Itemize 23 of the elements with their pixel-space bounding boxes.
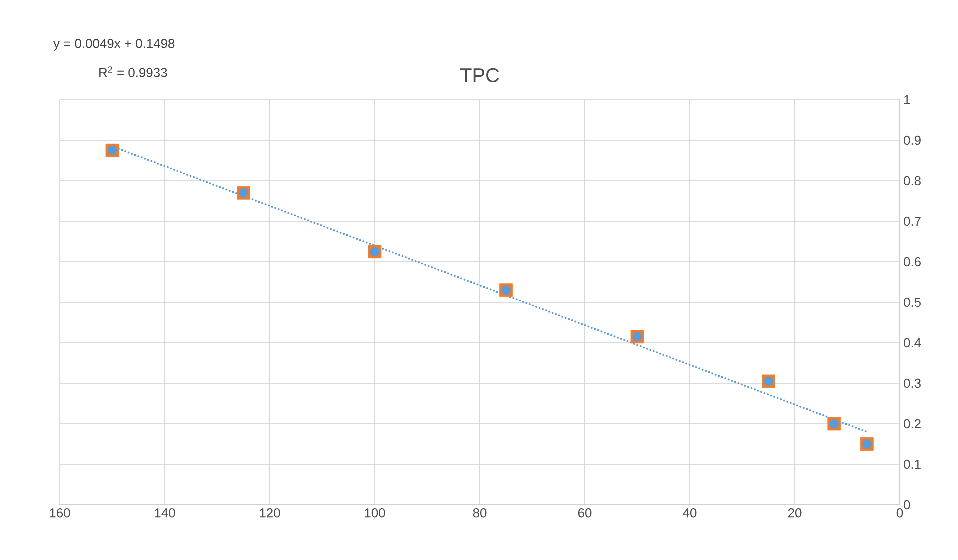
x-tick-label: 60: [578, 508, 592, 518]
x-tick-label: 80: [473, 508, 487, 518]
y-tick-label: 0.1: [904, 460, 921, 470]
x-tick-label: 160: [50, 508, 70, 518]
x-tick-label: 0: [896, 508, 904, 518]
x-tick-label: 140: [155, 508, 176, 518]
y-tick-label: 0.9: [904, 136, 921, 146]
y-tick-label: 0.8: [904, 176, 921, 186]
x-tick-label: 20: [788, 508, 802, 518]
y-tick-label: 1: [904, 96, 910, 104]
chart-title: TPC: [460, 68, 500, 82]
y-tick-label: 0.2: [904, 419, 921, 429]
y-tick-label: 0: [904, 500, 910, 510]
y-tick-label: 0.3: [904, 378, 921, 388]
y-tick-label: 0.6: [904, 257, 921, 267]
y-tick-label: 0.4: [904, 338, 922, 348]
y-tick-label: 0.5: [904, 298, 921, 308]
text: y = 0.0049x + 0.1498: [54, 39, 175, 51]
text: R$^{2}$ = 0.9933: [100, 66, 168, 78]
x-tick-label: 40: [683, 508, 697, 518]
x-tick-label: 100: [365, 508, 386, 518]
y-tick-label: 0.7: [904, 216, 921, 226]
x-tick-label: 120: [260, 508, 280, 518]
